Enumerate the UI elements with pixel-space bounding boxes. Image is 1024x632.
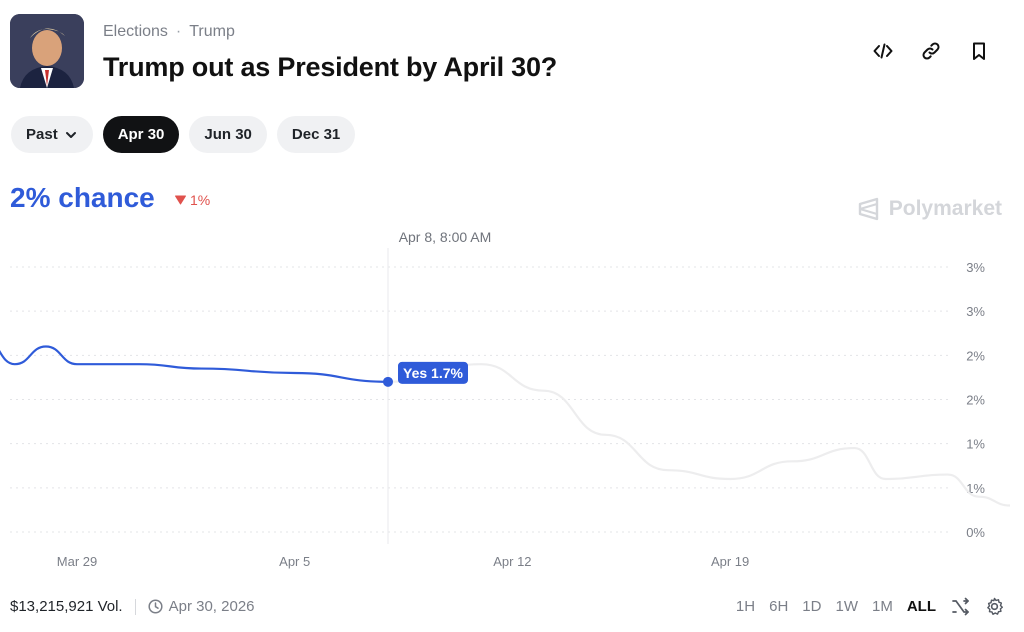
range-1h[interactable]: 1H <box>735 597 756 615</box>
future-series-line <box>387 363 1011 507</box>
market-avatar <box>10 14 84 88</box>
y-tick-label: 1% <box>966 437 985 452</box>
header-actions <box>872 40 990 62</box>
tooltip-label: Yes 1.7% <box>403 365 463 381</box>
range-1m[interactable]: 1M <box>871 597 893 615</box>
y-tick-label: 0% <box>966 525 985 540</box>
end-date-text: Apr 30, 2026 <box>168 598 255 615</box>
y-tick-label: 3% <box>966 260 985 275</box>
x-tick-label: Apr 12 <box>493 554 531 569</box>
tooltip-badge: Yes 1.7% <box>398 361 468 384</box>
link-icon <box>922 42 940 60</box>
breadcrumb: Elections · Trump <box>103 23 235 41</box>
market-footer: $13,215,921 Vol. Apr 30, 2026 <box>10 598 255 615</box>
date-pill-dec-31[interactable]: Dec 31 <box>276 116 356 153</box>
shuffle-icon <box>951 597 969 615</box>
past-dropdown[interactable]: Past <box>11 116 93 153</box>
price-chart[interactable]: 3% 3% 2% 2% 1% 1% 0% Mar 29 Apr 5 Apr 12 Apr 19 A… <box>0 222 1024 582</box>
y-tick-label: 2% <box>966 393 985 408</box>
polymarket-logo-icon <box>858 197 878 221</box>
range-6h[interactable]: 6H <box>769 597 789 615</box>
copy-link-button[interactable] <box>920 40 942 62</box>
volume-text: $13,215,921 Vol. <box>10 598 123 615</box>
bookmark-button[interactable] <box>968 40 990 62</box>
chart-settings-button[interactable] <box>984 596 1004 616</box>
date-selector: Past Apr 30 Jun 30 Dec 31 <box>11 116 356 153</box>
date-pill-apr-30[interactable]: Apr 30 <box>102 116 180 153</box>
date-pill-jun-30[interactable]: Jun 30 <box>189 116 267 153</box>
code-icon <box>873 43 893 59</box>
yes-series-line <box>0 345 389 383</box>
x-tick-label: Mar 29 <box>57 554 97 569</box>
breadcrumb-separator: · <box>175 23 182 40</box>
x-tick-label: Apr 19 <box>711 554 749 569</box>
chance-value: 2% chance <box>10 182 155 213</box>
gear-icon <box>986 597 1003 615</box>
breadcrumb-subcategory[interactable]: Trump <box>189 23 235 40</box>
time-range-selector: 1H 6H 1D 1W 1M ALL <box>736 596 1004 616</box>
chance-delta: 1% <box>175 192 210 208</box>
bookmark-icon <box>973 42 985 60</box>
polymarket-watermark: Polymarket <box>857 197 1002 221</box>
range-1d[interactable]: 1D <box>802 597 822 615</box>
chevron-down-icon <box>65 131 76 138</box>
breadcrumb-category[interactable]: Elections <box>103 23 168 40</box>
down-triangle-icon <box>175 195 186 205</box>
brand-name: Polymarket <box>888 197 1002 220</box>
y-tick-label: 3% <box>966 304 985 319</box>
hover-point <box>383 376 393 387</box>
market-title: Trump out as President by April 30? <box>103 52 558 82</box>
clock-icon <box>148 599 163 614</box>
avatar-portrait-image <box>10 14 84 88</box>
compare-button[interactable] <box>950 596 970 616</box>
range-1w[interactable]: 1W <box>835 597 858 615</box>
past-label: Past <box>26 126 58 143</box>
tooltip-date: Apr 8, 8:00 AM <box>399 229 492 245</box>
range-all[interactable]: ALL <box>906 597 936 615</box>
y-tick-label: 1% <box>966 481 985 496</box>
embed-button[interactable] <box>872 40 894 62</box>
footer-divider <box>134 598 136 615</box>
y-tick-label: 2% <box>966 348 985 363</box>
end-date: Apr 30, 2026 <box>148 598 255 615</box>
x-tick-label: Apr 5 <box>279 554 310 569</box>
delta-value: 1% <box>190 192 211 208</box>
